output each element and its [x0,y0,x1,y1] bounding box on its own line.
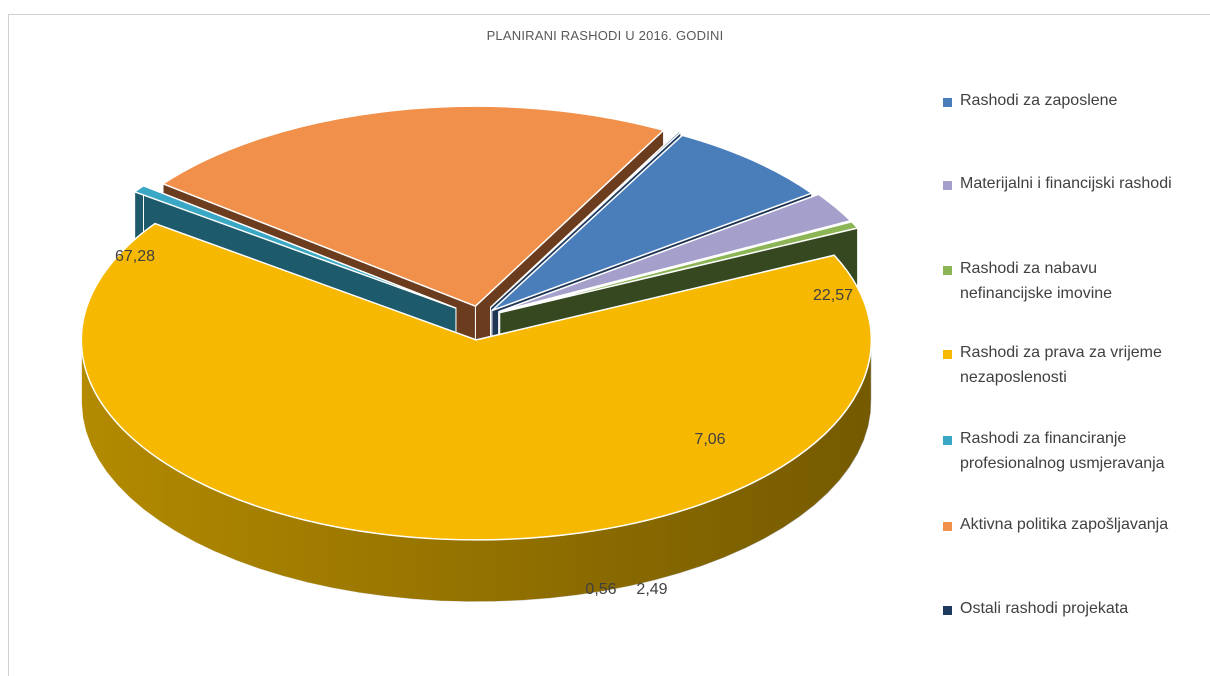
legend-item-materijalni-rashodi: Materijalni i financijski rashodi [943,175,1210,196]
pie-slice-rashodi-za-nabavu-nefinancijske-imovine [499,220,860,314]
pie-data-labels: 7,06 2,49 0,56 67,28 22,57 [115,248,853,598]
legend-label: Rashodi za zaposlene [960,92,1118,109]
pie-slice-rashodi-za-financiranje-profesionalnog-usmjeravanja [133,184,457,309]
legend-label: Aktivna politika zapošljavanja [960,516,1169,533]
legend-label: Ostali rashodi projekata [960,600,1129,617]
data-label-materijalni-i-financijski-rashodi: 2,49 [636,581,667,598]
pie-slice-tops [80,105,872,541]
pie-slice-aktivna-politika-zaposljavanja [161,105,666,308]
pie-slice-ostali-rashodi-projekata [490,130,683,308]
legend-swatch [943,98,952,107]
legend-item-profesionalno-usmjeravanje: Rashodi za financiranje profesionalnog u… [943,430,1208,476]
legend-swatch [943,522,952,531]
legend-swatch [943,606,952,615]
legend-item-rashodi-za-zaposlene: Rashodi za zaposlene [943,92,1210,113]
legend-swatch [943,181,952,190]
legend-label: Rashodi za nabavu nefinancijske imovine [960,260,1113,302]
legend-swatch [943,436,952,445]
pie-slice-materijalni-i-financijski-rashodi [498,193,853,313]
chart-title: PLANIRANI RASHODI U 2016. GODINI [486,28,724,43]
data-label-rashodi-za-zaposlene: 7,06 [694,431,725,448]
data-label-rashodi-za-nabavu-nefinancijske-imovine: 0,56 [585,581,616,598]
pie-slice-rim-shade-rashodi-za-prava-za-vrijeme-nezaposlenosti [81,336,872,602]
legend-swatch [943,350,952,359]
legend-item-ostali-rashodi: Ostali rashodi projekata [943,600,1210,621]
legend-item-nabava-nefinancijske-imovine: Rashodi za nabavu nefinancijske imovine [943,260,1163,306]
pie-slice-rashodi-za-zaposlene [491,134,814,312]
legend-label: Materijalni i financijski rashodi [960,175,1172,192]
legend-item-aktivna-politika: Aktivna politika zapošljavanja [943,516,1210,537]
legend-swatch [943,266,952,275]
legend-label: Rashodi za prava za vrijeme nezaposlenos… [960,344,1162,386]
data-label-rashodi-za-prava-za-vrijeme-nezaposlenosti: 67,28 [115,248,155,265]
pie-slice-rashodi-za-prava-za-vrijeme-nezaposlenosti [80,222,872,541]
data-label-aktivna-politika-zaposljavanja: 22,57 [813,287,853,304]
legend-label: Rashodi za financiranje profesionalnog u… [960,430,1165,472]
legend-item-prava-nezaposlenosti: Rashodi za prava za vrijeme nezaposlenos… [943,344,1188,390]
